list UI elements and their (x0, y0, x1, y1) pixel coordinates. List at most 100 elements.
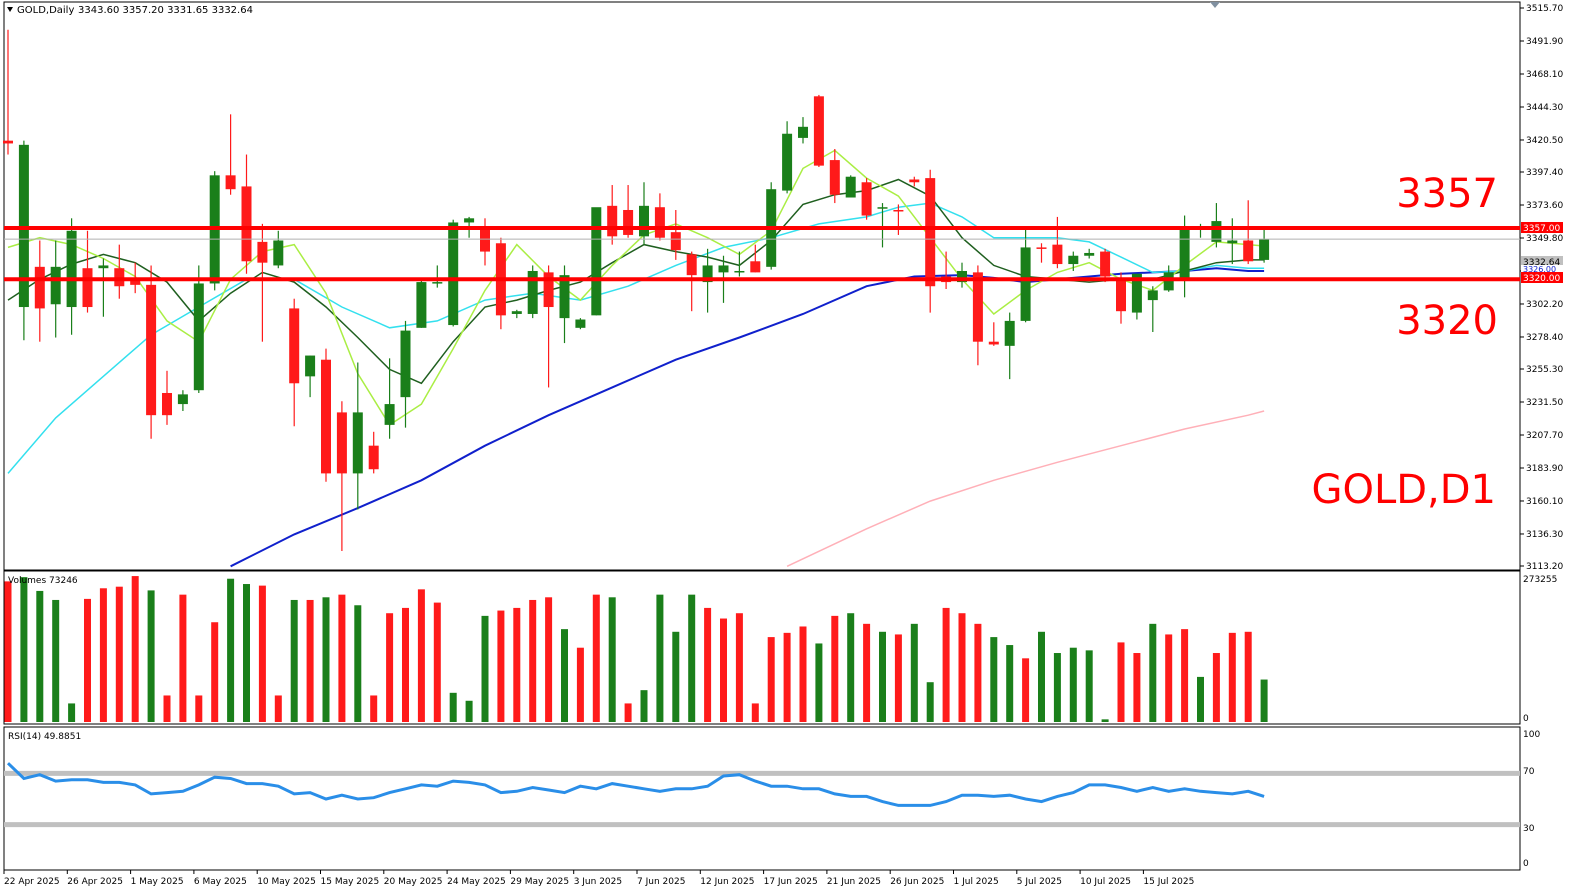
candle-body (321, 359, 331, 474)
candle-body (3, 140, 13, 144)
candle-body (1179, 229, 1190, 280)
x-tick-label: 29 May 2025 (510, 877, 569, 887)
candle (305, 355, 316, 398)
volume-label: Volumes 73246 (8, 576, 78, 586)
candle-body (543, 272, 554, 308)
volume-bar (1085, 650, 1093, 722)
candle (146, 265, 157, 439)
volume-bars (4, 576, 1268, 722)
y-tick-label: 3420.50 (1526, 136, 1563, 146)
candle (1131, 273, 1142, 320)
rsi-level-0: 0 (1523, 859, 1529, 869)
volume-bar (672, 631, 680, 722)
candle-body (893, 209, 904, 212)
volume-min-label: 0 (1523, 714, 1529, 724)
candle-body (1100, 251, 1111, 277)
candle (193, 265, 204, 393)
y-tick-label: 3231.50 (1526, 398, 1563, 408)
x-tick-label: 1 Jul 2025 (954, 877, 999, 887)
rsi-level-30: 30 (1523, 824, 1535, 834)
candle (289, 298, 300, 427)
candle (177, 390, 188, 412)
x-tick-label: 21 Jun 2025 (827, 877, 881, 887)
candle-body (98, 265, 109, 269)
candle-body (750, 261, 761, 273)
candle (1068, 251, 1079, 271)
candle-body (400, 330, 411, 398)
candle (336, 401, 347, 552)
candle-body (384, 404, 395, 425)
candle (734, 251, 745, 277)
x-tick-label: 6 May 2025 (194, 877, 247, 887)
volume-bar (274, 695, 282, 722)
volume-bar (831, 615, 839, 722)
chart-id-annotation[interactable]: GOLD,D1 (1311, 467, 1496, 513)
volume-bar (767, 637, 775, 722)
candle (877, 203, 888, 248)
candle (829, 148, 840, 204)
volume-bar (258, 585, 266, 722)
candle (432, 265, 443, 288)
volume-bar (847, 613, 855, 722)
candle (591, 207, 602, 316)
price-panel[interactable] (3, 1, 1521, 571)
candle-body (909, 179, 920, 183)
candle-body (18, 144, 29, 308)
candle (766, 182, 777, 270)
candle (241, 154, 252, 274)
candle-body (988, 341, 999, 345)
candle (511, 309, 522, 319)
candle-body (130, 279, 141, 285)
candle-body (654, 207, 665, 238)
candle-body (813, 96, 824, 166)
volume-bar (1244, 631, 1252, 722)
volume-bar (115, 586, 123, 722)
candle (639, 182, 649, 245)
volume-bar (52, 599, 60, 722)
candle (209, 171, 220, 291)
candle (845, 175, 856, 198)
symbol-label: GOLD,Daily (17, 5, 74, 16)
date-axis: 22 Apr 2025 26 Apr 2025 1 May 2025 6 May 20… (3, 870, 1194, 887)
y-tick-label: 3397.40 (1526, 168, 1563, 178)
candle-body (162, 392, 172, 416)
mid-price-tag: 3326.00 (1521, 265, 1563, 274)
volume-bar (910, 623, 918, 722)
candle-body (1227, 240, 1238, 244)
candle-body (1004, 320, 1015, 346)
rsi-panel[interactable] (3, 726, 1521, 871)
resistance-annotation[interactable]: 3357 (1396, 171, 1498, 217)
chart-shift-marker-icon[interactable] (1210, 2, 1220, 8)
candle (813, 94, 824, 168)
candle-body (559, 275, 570, 319)
candle-body (1131, 273, 1142, 313)
candle-body (511, 311, 522, 314)
volume-bar (497, 610, 505, 722)
candle-body (861, 182, 872, 216)
candle-body (336, 412, 347, 474)
candle-body (1116, 279, 1126, 312)
candle-body (1243, 240, 1254, 262)
triangle-down-icon[interactable] (7, 7, 13, 12)
volume-bar (386, 613, 394, 722)
support-annotation[interactable]: 3320 (1396, 298, 1498, 344)
candle-body (432, 282, 443, 284)
candle-body (34, 266, 45, 309)
x-tick-label: 7 Jun 2025 (637, 877, 685, 887)
horizontal-levels[interactable] (4, 226, 1520, 282)
volume-bar (1181, 629, 1189, 722)
x-tick-label: 1 May 2025 (131, 877, 184, 887)
volume-bar (1038, 631, 1045, 722)
volume-bar (688, 594, 696, 722)
volume-bar (1006, 645, 1014, 722)
volume-bar (99, 588, 107, 722)
volume-bar (417, 589, 425, 722)
candle (1020, 226, 1031, 323)
x-tick-label: 15 Jul 2025 (1143, 877, 1194, 887)
candle (66, 218, 77, 335)
volume-bar (306, 599, 314, 722)
svg-text:3332.64: 3332.64 (1523, 258, 1560, 268)
volume-bar (926, 682, 934, 722)
